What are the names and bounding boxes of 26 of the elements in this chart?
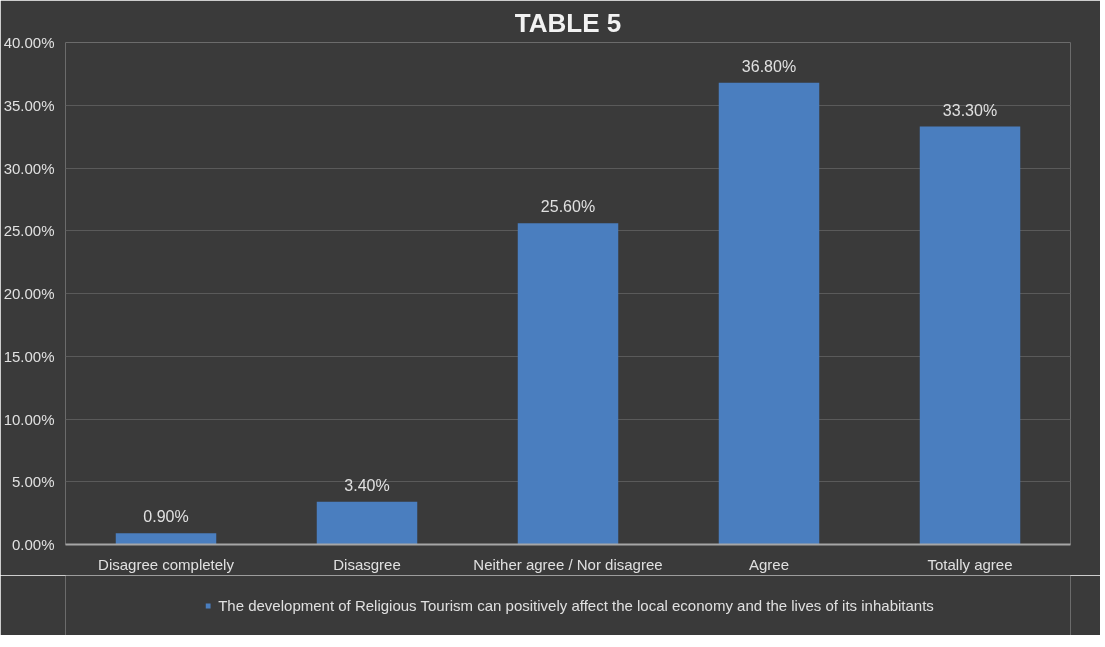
y-tick-label: 30.00%	[3, 159, 55, 177]
bar	[718, 82, 820, 545]
bar	[316, 501, 418, 545]
y-tick-label: 15.00%	[3, 347, 55, 365]
y-tick-label: 20.00%	[3, 285, 55, 302]
y-tick-label: 25.00%	[3, 222, 55, 240]
x-tick-label: Neither agree / Nor disagree	[473, 555, 663, 573]
y-tick-label: 0.00%	[11, 536, 55, 553]
y-tick-label: 10.00%	[3, 410, 55, 428]
data-label: 36.80%	[741, 57, 797, 75]
bar	[517, 223, 619, 545]
bar	[115, 533, 217, 545]
x-tick-label: Agree	[748, 555, 790, 573]
bar	[919, 126, 1021, 545]
x-tick-label: Totally agree	[927, 555, 1013, 573]
y-tick-label: 5.00%	[11, 473, 55, 491]
y-tick-label: 35.00%	[3, 96, 55, 114]
x-tick-label: Disagree completely	[98, 555, 235, 573]
data-label: 3.40%	[344, 476, 390, 494]
chart-title: TABLE 5	[514, 7, 622, 38]
data-label: 25.60%	[540, 198, 596, 216]
data-label: 33.30%	[942, 101, 998, 119]
data-label: 0.90%	[143, 508, 189, 526]
y-tick-label: 40.00%	[3, 34, 55, 51]
legend-label: The development of Religious Tourism can positively affect the local economy and the lives of its inhabitants	[218, 596, 934, 614]
x-tick-label: Disasgree	[333, 555, 401, 573]
